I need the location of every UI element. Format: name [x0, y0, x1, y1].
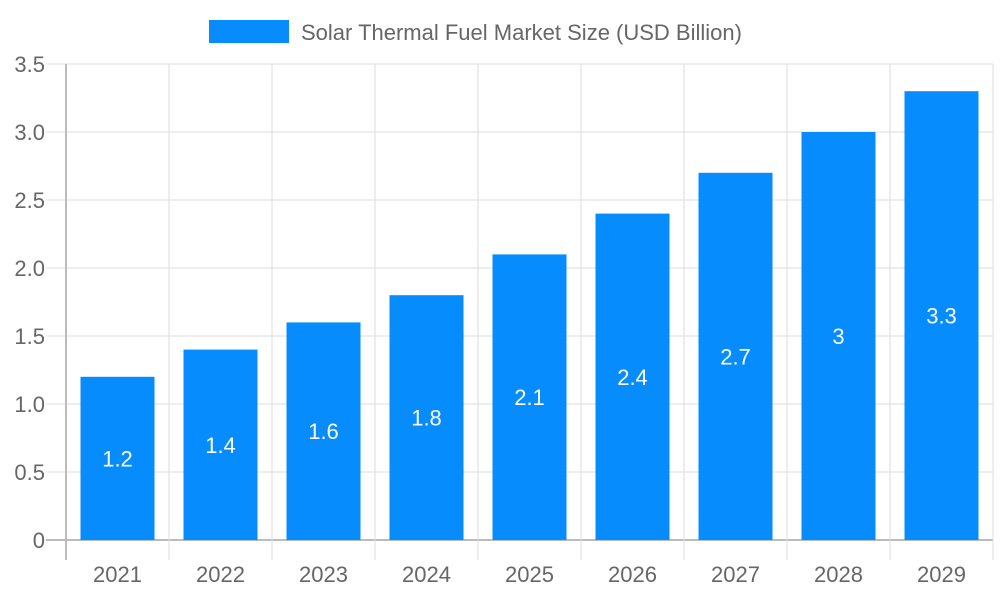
bar[interactable]	[183, 349, 258, 540]
bar[interactable]	[698, 172, 773, 541]
x-tick-label: 2028	[814, 562, 863, 587]
y-tick-label: 2.0	[14, 256, 45, 281]
y-tick-label: 1.5	[14, 324, 45, 349]
data-label: 1.4	[205, 433, 236, 458]
legend-swatch	[209, 20, 289, 43]
data-label: 1.2	[102, 446, 133, 471]
data-label: 2.4	[617, 365, 648, 390]
data-label: 2.1	[514, 385, 545, 410]
data-label: 2.7	[720, 344, 751, 369]
y-tick-label: 3.0	[14, 120, 45, 145]
x-tick-label: 2021	[93, 562, 142, 587]
x-tick-label: 2024	[402, 562, 451, 587]
bar[interactable]	[801, 132, 876, 540]
data-label: 1.8	[411, 406, 442, 431]
y-tick-label: 0.5	[14, 460, 45, 485]
bar[interactable]	[595, 213, 670, 540]
x-tick-label: 2027	[711, 562, 760, 587]
bar[interactable]	[80, 376, 155, 540]
x-tick-label: 2022	[196, 562, 245, 587]
data-label: 3.3	[926, 304, 957, 329]
data-label: 3	[832, 324, 844, 349]
legend[interactable]: Solar Thermal Fuel Market Size (USD Bill…	[209, 20, 742, 45]
legend-label: Solar Thermal Fuel Market Size (USD Bill…	[301, 20, 742, 45]
x-tick-label: 2025	[505, 562, 554, 587]
y-tick-label: 2.5	[14, 188, 45, 213]
y-tick-label: 3.5	[14, 52, 45, 77]
bar[interactable]	[904, 91, 979, 540]
bar[interactable]	[389, 295, 464, 540]
bar[interactable]	[286, 322, 361, 540]
x-tick-label: 2029	[917, 562, 966, 587]
bar[interactable]	[492, 254, 567, 540]
x-tick-label: 2026	[608, 562, 657, 587]
x-tick-label: 2023	[299, 562, 348, 587]
y-tick-label: 0	[33, 528, 45, 553]
data-label: 1.6	[308, 419, 339, 444]
y-tick-label: 1.0	[14, 392, 45, 417]
